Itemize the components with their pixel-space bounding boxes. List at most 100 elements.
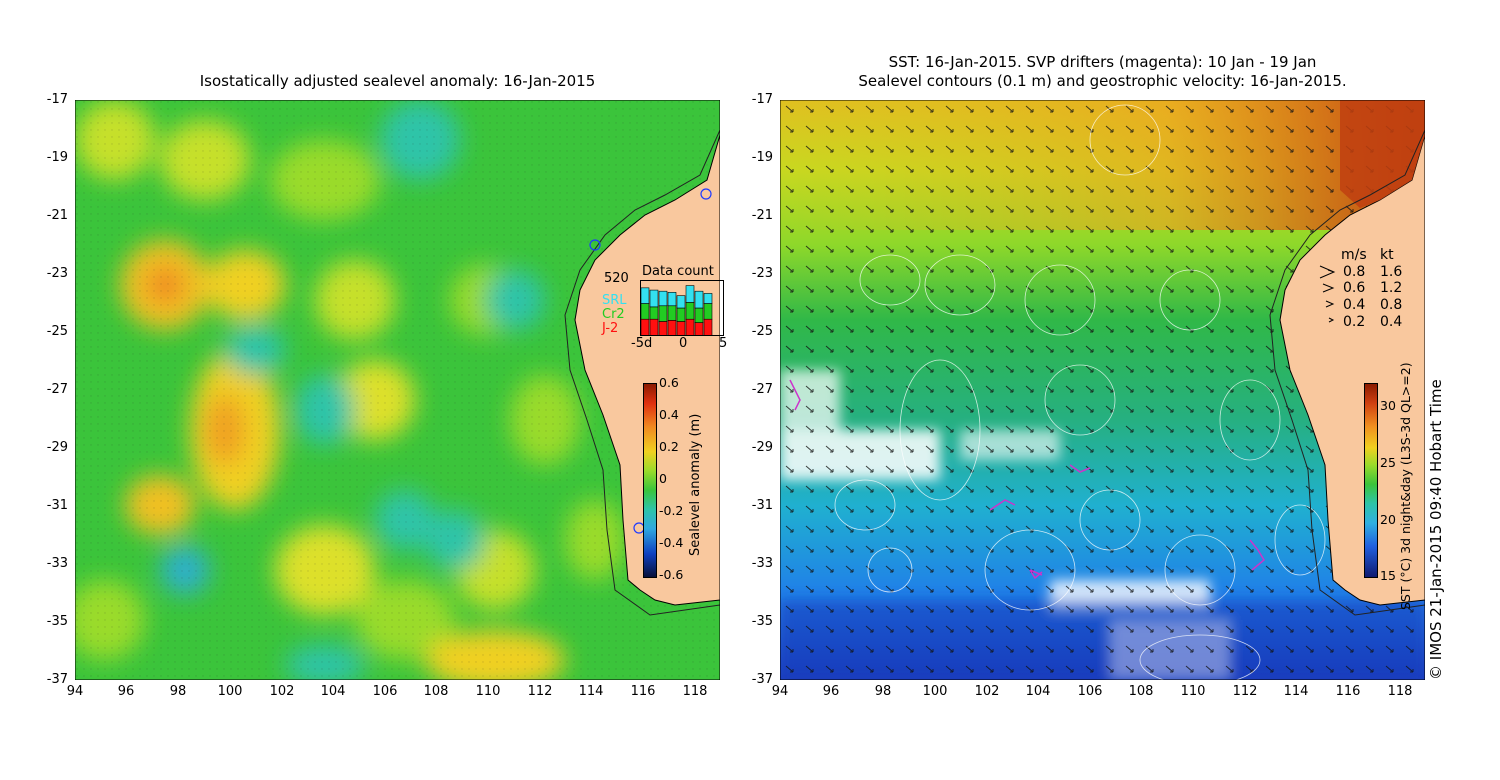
australia-coast-left <box>574 100 721 606</box>
data-count-bar-j2 <box>658 321 668 336</box>
tide-gauge-marker <box>589 239 601 251</box>
x-tick: 112 <box>1232 684 1258 699</box>
left-panel-title: Isostatically adjusted sealevel anomaly:… <box>199 72 596 90</box>
x-tick: 98 <box>874 684 892 699</box>
y-tick: -17 <box>751 92 773 107</box>
y-tick: -31 <box>751 498 773 513</box>
data-count-bar-srl <box>685 285 695 303</box>
data-count-bar-j2 <box>676 321 686 336</box>
x-tick: 108 <box>423 684 449 699</box>
data-count-bar-j2 <box>703 318 713 336</box>
data-count-bar-cr2 <box>640 303 650 320</box>
shelf-contour-left <box>564 129 721 616</box>
data-count-x-tick: -5d <box>631 336 653 351</box>
velocity-legend-kt: 1.6 <box>1380 264 1403 280</box>
y-tick: -35 <box>751 614 773 629</box>
y-tick: -31 <box>46 498 68 513</box>
colorbar-tick: -0.6 <box>659 567 684 582</box>
legend-srl: SRL <box>602 293 627 308</box>
y-tick: -23 <box>46 266 68 281</box>
x-tick: 110 <box>1180 684 1206 699</box>
data-count-max-label: 520 <box>604 271 629 286</box>
colorbar-tick: 30 <box>1380 398 1396 413</box>
y-tick: -17 <box>46 92 68 107</box>
data-count-bar-srl <box>658 290 668 307</box>
y-tick: -23 <box>751 266 773 281</box>
colorbar-tick: 0.2 <box>659 439 679 454</box>
sst-colorbar-label: SST (°C) 3d night&day (L3S-3d QL>=2) <box>1398 362 1413 610</box>
x-tick: 114 <box>578 684 604 699</box>
x-tick: 102 <box>974 684 1000 699</box>
colorbar-tick: 25 <box>1380 455 1396 470</box>
x-tick: 94 <box>771 684 789 699</box>
velocity-legend-ms: 0.2 <box>1343 314 1366 330</box>
legend-cr2: Cr2 <box>602 307 625 322</box>
y-tick: -33 <box>751 556 773 571</box>
velocity-legend-ms: 0.4 <box>1343 297 1366 313</box>
velocity-legend-ms: 0.8 <box>1343 264 1366 280</box>
svp-drifter-tracks <box>789 379 1265 580</box>
y-tick: -27 <box>751 382 773 397</box>
data-count-bar-srl <box>694 290 704 309</box>
y-tick: -25 <box>46 324 68 339</box>
sealevel-colorbar-label: Sealevel anomaly (m) <box>688 413 703 556</box>
y-tick: -33 <box>46 556 68 571</box>
right-panel-title-line1: SST: 16-Jan-2015. SVP drifters (magenta)… <box>888 53 1317 71</box>
x-tick: 114 <box>1283 684 1309 699</box>
y-tick: -27 <box>46 382 68 397</box>
data-count-frame <box>640 280 724 336</box>
y-tick: -29 <box>751 440 773 455</box>
data-count-bar-srl <box>649 289 659 308</box>
legend-j2: J-2 <box>602 321 619 336</box>
velocity-legend-ms: 0.6 <box>1343 280 1366 296</box>
y-tick: -37 <box>751 672 773 687</box>
colorbar-tick: 0.6 <box>659 375 679 390</box>
velocity-legend-arrows <box>1319 265 1336 323</box>
colorbar-tick: 0.4 <box>659 407 679 422</box>
data-count-bar-srl <box>640 287 650 304</box>
sst-map[interactable] <box>779 99 1426 686</box>
x-tick: 108 <box>1128 684 1154 699</box>
data-count-bar-srl <box>703 293 713 304</box>
y-tick: -21 <box>751 208 773 223</box>
colorbar-tick: -0.2 <box>659 503 684 518</box>
data-count-x-tick: 0 <box>679 336 688 351</box>
x-tick: 102 <box>269 684 295 699</box>
sealevel-anomaly-map[interactable] <box>65 99 721 690</box>
sst-field <box>779 99 1426 686</box>
x-tick: 104 <box>1025 684 1051 699</box>
data-count-bar-j2 <box>685 318 695 336</box>
data-count-bar-cr2 <box>703 303 713 320</box>
x-tick: 96 <box>822 684 840 699</box>
x-tick: 96 <box>117 684 135 699</box>
velocity-legend-kt: 0.8 <box>1380 297 1403 313</box>
shelf-contour-right <box>1269 129 1426 616</box>
y-tick: -19 <box>751 150 773 165</box>
data-count-title: Data count <box>642 264 714 279</box>
imos-credit: © IMOS 21-Jan-2015 09:40 Hobart Time <box>1427 379 1445 680</box>
right-panel-title-line2: Sealevel contours (0.1 m) and geostrophi… <box>858 72 1347 90</box>
data-count-bars <box>640 280 724 336</box>
x-tick: 100 <box>922 684 948 699</box>
sealevel-colorbar-gradient <box>643 383 657 578</box>
data-count-bar-cr2 <box>649 306 659 320</box>
land-heat-top-right <box>1340 100 1425 208</box>
sealevel-contours <box>834 104 1326 686</box>
data-count-bar-cr2 <box>658 305 668 322</box>
x-tick: 118 <box>682 684 708 699</box>
colorbar-tick: 15 <box>1380 568 1396 583</box>
x-tick: 100 <box>217 684 243 699</box>
y-tick: -29 <box>46 440 68 455</box>
x-tick: 116 <box>630 684 656 699</box>
data-count-x-tick: 5 <box>719 336 728 351</box>
x-tick: 116 <box>1335 684 1361 699</box>
data-count-bar-j2 <box>667 320 677 336</box>
colorbar-tick: -0.4 <box>659 535 684 550</box>
data-count-bar-cr2 <box>685 302 695 320</box>
y-tick: -21 <box>46 208 68 223</box>
x-tick: 112 <box>527 684 553 699</box>
x-tick: 98 <box>169 684 187 699</box>
data-count-bar-j2 <box>649 318 659 336</box>
x-tick: 106 <box>1077 684 1103 699</box>
y-tick: -25 <box>751 324 773 339</box>
